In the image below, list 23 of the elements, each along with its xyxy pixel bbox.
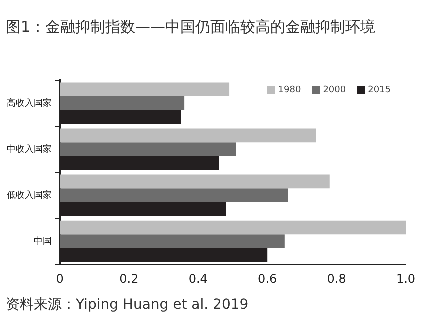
x-tick-label: 0.6	[258, 272, 278, 286]
bar	[60, 220, 406, 235]
x-tick-label: 1.0	[396, 272, 416, 286]
bar	[60, 142, 236, 156]
bar	[60, 174, 330, 189]
x-tick-label: 0.8	[327, 272, 346, 286]
legend-label: 1980	[278, 86, 302, 96]
chart-title: 图1：金融抑制指数——中国仍面临较高的金融抑制环境	[6, 17, 377, 38]
bar	[60, 128, 316, 143]
x-tick-label: 0	[56, 272, 64, 286]
y-tick-label: 高收入国家	[7, 98, 52, 109]
bar	[60, 234, 285, 248]
bar	[60, 96, 185, 110]
bar	[60, 82, 230, 97]
legend-label: 2000	[323, 86, 346, 96]
y-tick-label: 中收入国家	[7, 144, 52, 155]
bar	[60, 188, 288, 202]
x-tick-label: 0.4	[188, 272, 208, 286]
y-tick-label: 中国	[34, 236, 52, 247]
legend-label: 2015	[368, 86, 391, 96]
x-tick-label: 0.2	[120, 272, 139, 286]
text: 资料来源：Yiping Huang et al. 2019	[6, 296, 249, 314]
y-tick-label: 低收入国家	[7, 190, 52, 201]
